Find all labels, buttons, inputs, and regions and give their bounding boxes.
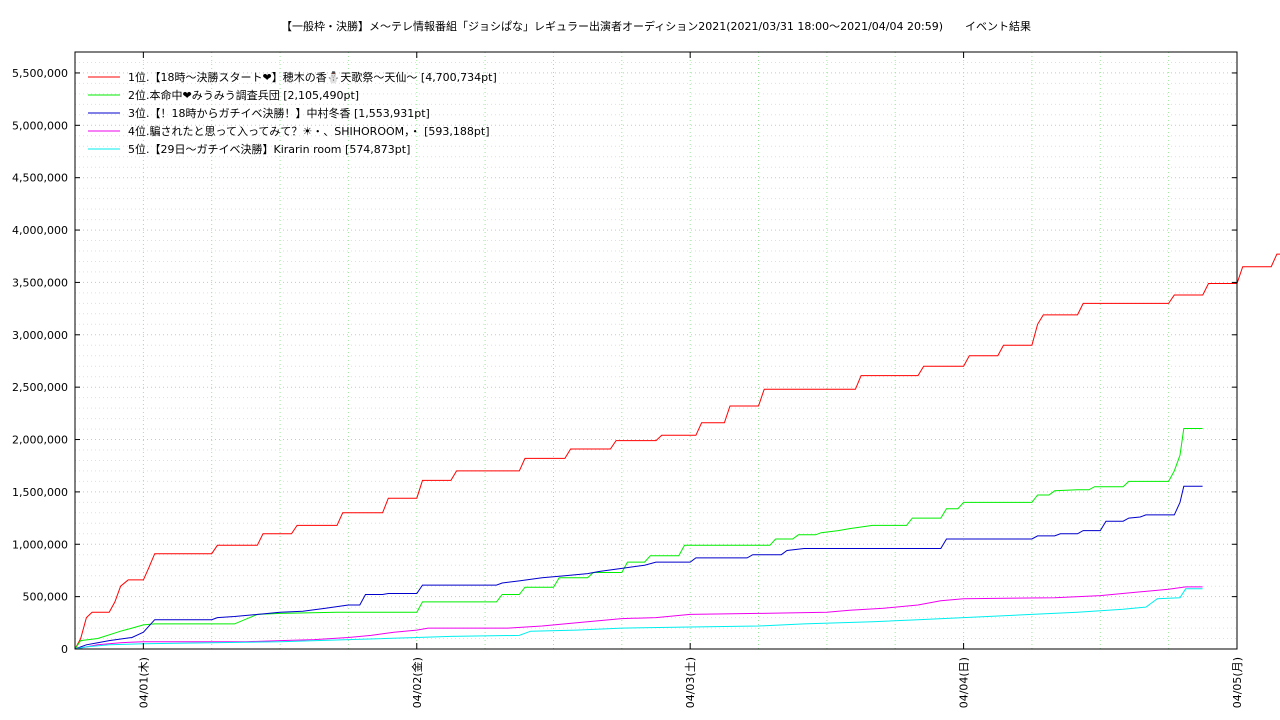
y-tick-label: 4,000,000: [12, 224, 68, 237]
legend-label-2: 2位.本命中❤みうみう調査兵団 [2,105,490pt]: [128, 88, 359, 102]
legend-label-3: 3位.【！18時からガチイベ決勝！】中村冬香 [1,553,931pt]: [128, 106, 430, 120]
x-axis: 04/01(木) 04/02(金) 04/03(土) 04/04(日) 04/05(月): [137, 52, 1244, 708]
legend-label-1: 1位.【18時〜決勝スタート❤】穂木の香⛄天歌祭〜天仙〜 [4,700,734p…: [128, 70, 497, 84]
series-line-5: [74, 588, 1203, 650]
series-layer: [74, 253, 1280, 650]
legend: 1位.【18時〜決勝スタート❤】穂木の香⛄天歌祭〜天仙〜 [4,700,734p…: [88, 70, 497, 156]
plot-frame: [74, 51, 1238, 650]
y-axis: 0 500,000 1,000,000 1,500,000 2,000,000 2,500…: [12, 67, 1237, 656]
grid: [75, 52, 1237, 649]
legend-label-4: 4位.騙されたと思って入ってみて？☀・、SHIHOROOM，・ [593,188…: [128, 124, 490, 138]
y-tick-label: 5,500,000: [12, 67, 68, 80]
x-tick-label: 04/01(木): [137, 657, 150, 708]
y-tick-label: 4,500,000: [12, 172, 68, 185]
series-line-4: [74, 586, 1203, 650]
y-tick-label: 2,000,000: [12, 434, 68, 447]
series-line-3: [74, 485, 1203, 650]
y-tick-label: 2,500,000: [12, 381, 68, 394]
y-tick-label: 1,000,000: [12, 538, 68, 551]
y-tick-label: 1,500,000: [12, 486, 68, 499]
y-tick-label: 500,000: [23, 591, 69, 604]
y-tick-label: 5,000,000: [12, 119, 68, 132]
x-tick-label: 04/05(月): [1231, 657, 1244, 708]
x-tick-label: 04/02(金): [410, 657, 424, 708]
x-tick-label: 04/04(日): [958, 657, 971, 708]
x-tick-label: 04/03(土): [684, 657, 697, 708]
y-tick-label: 3,000,000: [12, 329, 68, 342]
series-line-2: [74, 428, 1203, 650]
y-tick-label: 3,500,000: [12, 276, 68, 289]
y-tick-label: 0: [61, 643, 68, 656]
chart-title: 【一般枠・決勝】メ〜テレ情報番組「ジョシぱな」レギュラー出演者オーディション20…: [281, 19, 1031, 33]
series-line-1: [74, 253, 1280, 650]
legend-label-5: 5位.【29日〜ガチイベ決勝】Kirarin room [574,873pt]: [128, 142, 410, 156]
